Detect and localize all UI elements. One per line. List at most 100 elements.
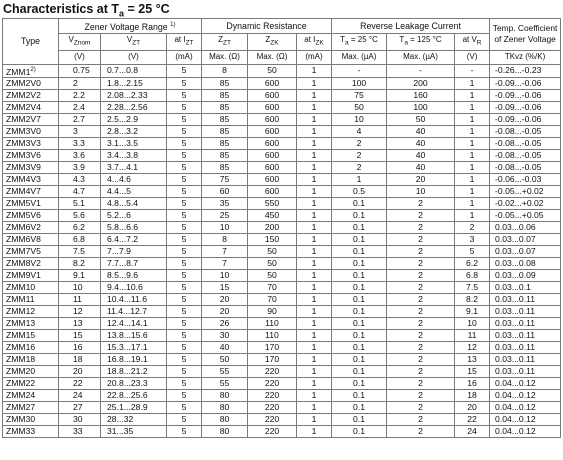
vr-cell: 2 <box>454 221 491 235</box>
unit-max-ua: Max. (µA) <box>331 49 388 65</box>
izt-cell: 5 <box>166 329 202 343</box>
table-row: ZMM6V8 6.8 6.4...7.2 5 8 150 1 0.1 2 3 0.03...0.07 <box>2 233 562 247</box>
vzt-range-cell: 20.8...23.3 <box>100 377 167 391</box>
tk-cell: 0.03...0.11 <box>489 365 562 379</box>
zzk-cell: 600 <box>247 173 297 187</box>
zzk-cell: 110 <box>247 317 297 331</box>
type-cell: ZMM2V4 <box>2 101 59 115</box>
zzt-cell: 80 <box>201 413 248 427</box>
table-row: ZMM9V1 9.1 8.5...9.6 5 10 50 1 0.1 2 6.8 0.03...0.… <box>2 269 562 283</box>
izk-cell: 1 <box>295 113 333 127</box>
tk-cell: -0.26...-0.23 <box>489 63 562 79</box>
leak-25-cell: 0.1 <box>331 341 388 355</box>
leak-125-cell: 200 <box>386 77 456 91</box>
vzt-range-cell: 2.5...2.9 <box>100 113 167 127</box>
table-row: ZMM22 22 20.8...23.3 5 55 220 1 0.1 2 16 0.04...0.… <box>2 377 562 391</box>
vr-cell: 1 <box>454 125 491 139</box>
leak-125-cell: 2 <box>386 425 456 439</box>
vznom-cell: 4.3 <box>58 173 101 187</box>
vr-cell: 1 <box>454 89 491 103</box>
izt-cell: 5 <box>166 173 202 187</box>
tk-cell: 0.03...0.08 <box>489 257 562 271</box>
tk-cell: 0.03...0.11 <box>489 341 562 355</box>
vzt-range-cell: 25.1...28.9 <box>100 401 167 415</box>
zzk-cell: 220 <box>247 377 297 391</box>
zzk-cell: 600 <box>247 137 297 151</box>
leak-125-cell: 2 <box>386 413 456 427</box>
leak-25-cell: 0.1 <box>331 233 388 247</box>
col-zzt: ZZT <box>201 32 248 51</box>
tk-cell: -0.06...-0.03 <box>489 173 562 187</box>
tk-cell: 0.04...0.12 <box>489 389 562 403</box>
zzt-cell: 26 <box>201 317 248 331</box>
vr-cell: 9.1 <box>454 305 491 319</box>
vzt-range-cell: 7...7.9 <box>100 245 167 259</box>
zzk-cell: 600 <box>247 161 297 175</box>
zzk-cell: 220 <box>247 365 297 379</box>
izk-cell: 1 <box>295 377 333 391</box>
izk-cell: 1 <box>295 209 333 223</box>
table-body: ZMM12) 0.75 0.7...0.8 5 8 50 1- - - -0.26...-0.23… <box>2 63 562 439</box>
header-zener-range: Zener Voltage Range 1) <box>58 18 202 34</box>
vznom-cell: 27 <box>58 401 101 415</box>
izt-cell: 5 <box>166 269 202 283</box>
vzt-range-cell: 4.8...5.4 <box>100 197 167 211</box>
zzt-cell: 85 <box>201 161 248 175</box>
col-zzk: ZZK <box>247 32 297 51</box>
vr-cell: 1 <box>454 101 491 115</box>
leak-125-cell: 2 <box>386 377 456 391</box>
tk-cell: 0.03...0.1 <box>489 281 562 295</box>
zzt-cell: 8 <box>201 63 248 79</box>
table-row: ZMM2V2 2.2 2.08...2.33 5 85 600 1 75 160 1 -0.09..… <box>2 89 562 103</box>
unit-v: (V) <box>100 49 167 65</box>
leak-125-cell: 50 <box>386 113 456 127</box>
izt-cell: 5 <box>166 365 202 379</box>
zzk-cell: 70 <box>247 281 297 295</box>
leak-125-cell: 2 <box>386 401 456 415</box>
col-leak-125: Ta = 125 °C <box>386 32 456 51</box>
col-at-izk: at IZK <box>295 32 333 51</box>
izk-cell: 1 <box>295 305 333 319</box>
vr-cell: 1 <box>454 173 491 187</box>
leak-125-cell: 2 <box>386 365 456 379</box>
vzt-range-cell: 0.7...0.8 <box>100 63 167 79</box>
zzt-cell: 35 <box>201 197 248 211</box>
vr-cell: 3 <box>454 233 491 247</box>
vzt-range-cell: 2.8...3.2 <box>100 125 167 139</box>
tk-cell: -0.09...-0.06 <box>489 77 562 91</box>
leak-125-cell: 20 <box>386 173 456 187</box>
type-cell: ZMM12) <box>2 63 59 79</box>
tk-cell: 0.03...0.06 <box>489 221 562 235</box>
leak-125-cell: 2 <box>386 245 456 259</box>
table-row: ZMM16 16 15.3...17.1 5 40 170 1 0.1 2 12 0.03...0.… <box>2 341 562 355</box>
izt-cell: 5 <box>166 209 202 223</box>
izt-cell: 5 <box>166 413 202 427</box>
vr-cell: 12 <box>454 341 491 355</box>
zzt-cell: 85 <box>201 77 248 91</box>
zzt-cell: 80 <box>201 389 248 403</box>
zzk-cell: 600 <box>247 89 297 103</box>
table-row: ZMM7V5 7.5 7...7.9 5 7 50 1 0.1 2 5 0.03...0.07 <box>2 245 562 259</box>
leak-25-cell: 4 <box>331 125 388 139</box>
izt-cell: 5 <box>166 137 202 151</box>
type-cell: ZMM2V7 <box>2 113 59 127</box>
table-row: ZMM5V1 5.1 4.8...5.4 5 35 550 1 0.1 2 1 -0.02...+0… <box>2 197 562 211</box>
vr-cell: 1 <box>454 113 491 127</box>
table-row: ZMM3V6 3.6 3.4...3.8 5 85 600 1 2 40 1 -0.08...-0.… <box>2 149 562 163</box>
vznom-cell: 3 <box>58 125 101 139</box>
vznom-cell: 15 <box>58 329 101 343</box>
izk-cell: 1 <box>295 257 333 271</box>
vr-cell: 6.8 <box>454 269 491 283</box>
vznom-cell: 33 <box>58 425 101 439</box>
izk-cell: 1 <box>295 425 333 439</box>
type-cell: ZMM5V6 <box>2 209 59 223</box>
leak-125-cell: 2 <box>386 329 456 343</box>
izt-cell: 5 <box>166 353 202 367</box>
vznom-cell: 16 <box>58 341 101 355</box>
leak-125-cell: 2 <box>386 257 456 271</box>
table-row: ZMM3V3 3.3 3.1...3.5 5 85 600 1 2 40 1 -0.08...-0.… <box>2 137 562 151</box>
zzk-cell: 150 <box>247 233 297 247</box>
zzt-cell: 60 <box>201 185 248 199</box>
zzk-cell: 600 <box>247 149 297 163</box>
tk-cell: -0.09...-0.06 <box>489 113 562 127</box>
